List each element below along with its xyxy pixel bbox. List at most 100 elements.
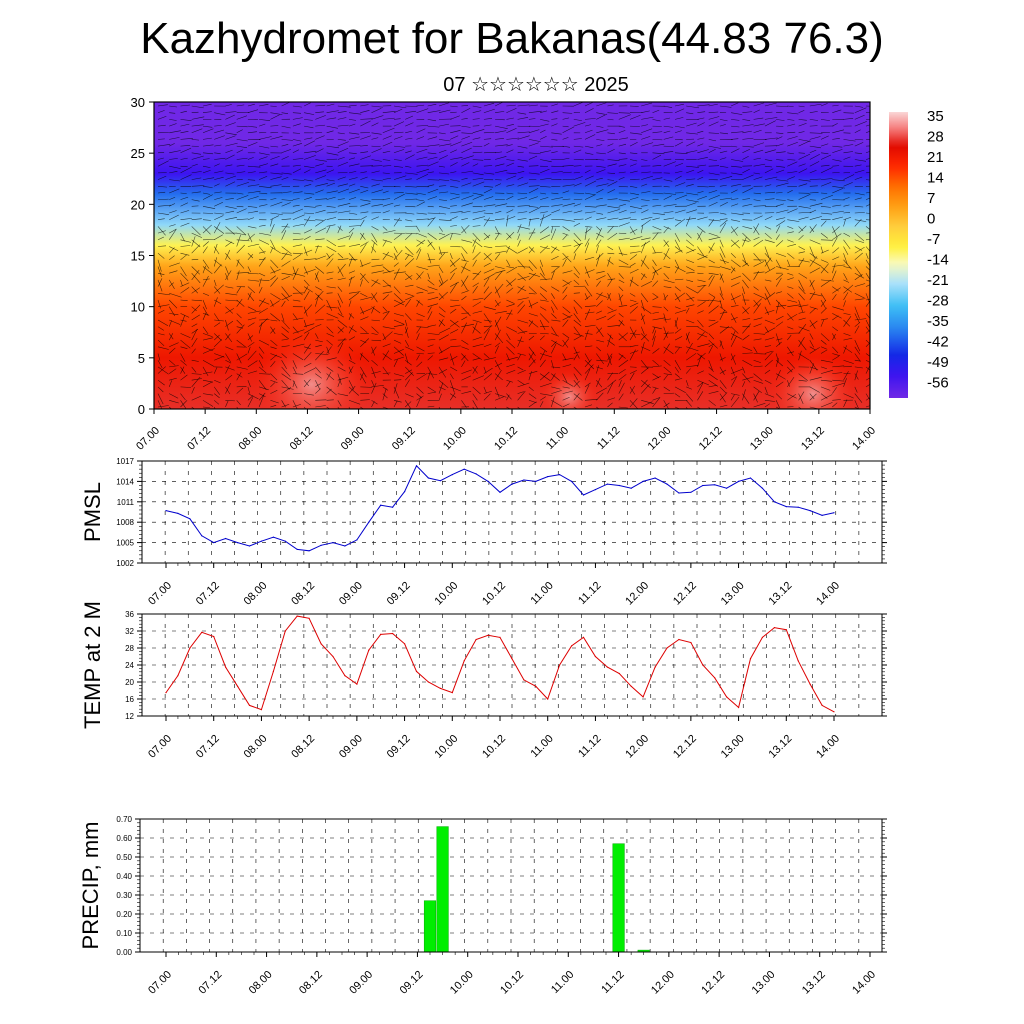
data-point	[260, 709, 262, 711]
data-point	[618, 672, 620, 675]
data-point	[499, 636, 501, 639]
x-tick-label: 11.12	[576, 733, 603, 760]
data-point	[642, 480, 644, 482]
x-tick-label: 07.00	[146, 733, 174, 761]
data-point	[451, 474, 453, 476]
data-point	[415, 670, 418, 673]
data-point	[523, 479, 525, 481]
colorbar-label: 0	[927, 211, 935, 228]
data-point	[308, 550, 310, 552]
data-point	[392, 506, 394, 508]
colorbar-label: 7	[927, 190, 935, 207]
data-point	[738, 480, 740, 482]
y-tick-label: 1011	[117, 498, 135, 507]
y-tick-label: 30	[131, 95, 145, 110]
y-tick-label: 0.70	[116, 815, 132, 824]
y-tick-label: 0.10	[116, 929, 132, 938]
grid	[142, 614, 882, 716]
colorbar-label: -56	[927, 375, 949, 392]
data-point	[582, 636, 585, 639]
data-point	[177, 512, 179, 515]
data-point	[451, 692, 453, 694]
data-point	[344, 545, 346, 547]
x-tick-label: 12.00	[649, 969, 677, 997]
section-overlay	[157, 102, 870, 409]
x-tick-label: 10.12	[480, 733, 508, 761]
data-point	[475, 638, 477, 641]
x-tick-label: 11.12	[595, 425, 622, 452]
y-tick-label: 0.40	[116, 872, 132, 881]
x-tick-label: 08.00	[236, 425, 264, 453]
data-point	[499, 491, 501, 493]
data-point	[225, 666, 227, 668]
data-point	[189, 647, 191, 649]
data-point	[618, 484, 620, 487]
data-point	[344, 675, 346, 677]
data-point	[738, 706, 740, 709]
data-point	[260, 540, 262, 542]
data-point	[559, 664, 561, 666]
series-points	[165, 615, 835, 713]
y-tick-label: 0.20	[116, 910, 132, 919]
x-tick-label: 13.00	[719, 580, 747, 608]
data-point	[809, 683, 811, 685]
data-point	[427, 477, 429, 479]
data-point	[284, 630, 286, 632]
y-tick-label: 1017	[116, 457, 134, 466]
x-tick-label: 10.00	[432, 580, 460, 608]
data-point	[213, 542, 215, 544]
colorbar-label: -35	[927, 313, 949, 330]
series-line	[165, 615, 835, 713]
data-point	[201, 535, 203, 537]
x-tick-label: 07.12	[185, 425, 213, 453]
data-point	[702, 484, 704, 487]
warm-spot	[539, 369, 600, 409]
x-tick-label: 12.12	[671, 580, 699, 608]
data-point	[761, 636, 764, 639]
data-point	[797, 660, 799, 662]
data-point	[547, 698, 549, 700]
colorbar-label: -7	[927, 231, 940, 248]
data-point	[654, 477, 656, 479]
panel-frame	[139, 818, 883, 953]
data-point	[714, 484, 716, 486]
colorbar-label: 14	[927, 170, 944, 187]
data-point	[678, 492, 680, 494]
y-tick-label: 1005	[116, 539, 134, 548]
data-point	[165, 510, 167, 512]
data-point	[749, 658, 752, 660]
data-point	[404, 643, 406, 645]
y-tick-label: 0.50	[116, 853, 132, 862]
data-point	[213, 635, 215, 638]
y-tick-label: 36	[125, 610, 134, 619]
data-point	[594, 655, 597, 658]
x-tick-label: 07.12	[196, 969, 224, 997]
data-point	[654, 666, 656, 668]
data-point	[356, 539, 358, 541]
data-point	[332, 542, 334, 544]
y-tick-label: 0.60	[116, 834, 132, 843]
colorbar-label: 21	[927, 149, 944, 166]
data-point	[225, 537, 227, 540]
data-point	[559, 474, 561, 476]
data-point	[833, 711, 835, 713]
x-tick-label: 09.12	[385, 580, 413, 608]
data-point	[487, 634, 489, 636]
data-point	[833, 512, 835, 514]
data-point	[272, 670, 274, 673]
chart-subtitle: 07 ☆☆☆☆☆☆ 2025	[443, 74, 629, 96]
y-tick-label: 20	[131, 197, 145, 212]
data-point	[332, 655, 334, 658]
y-tick-label: 1014	[116, 477, 134, 486]
y-axis-label: PMSL	[80, 482, 105, 542]
data-point	[368, 649, 370, 651]
x-tick-label: 08.12	[289, 580, 317, 608]
data-point	[523, 679, 525, 681]
data-point	[678, 638, 680, 641]
data-point	[308, 617, 310, 619]
x-tick-label: 13.12	[766, 580, 794, 608]
upper-air-section-panel: 0 5 10 15 20 25 30 07.00 07.12 08.00 08.12 09.00 09.…	[131, 95, 879, 453]
data-point	[248, 545, 251, 547]
precip-bar	[436, 826, 449, 953]
